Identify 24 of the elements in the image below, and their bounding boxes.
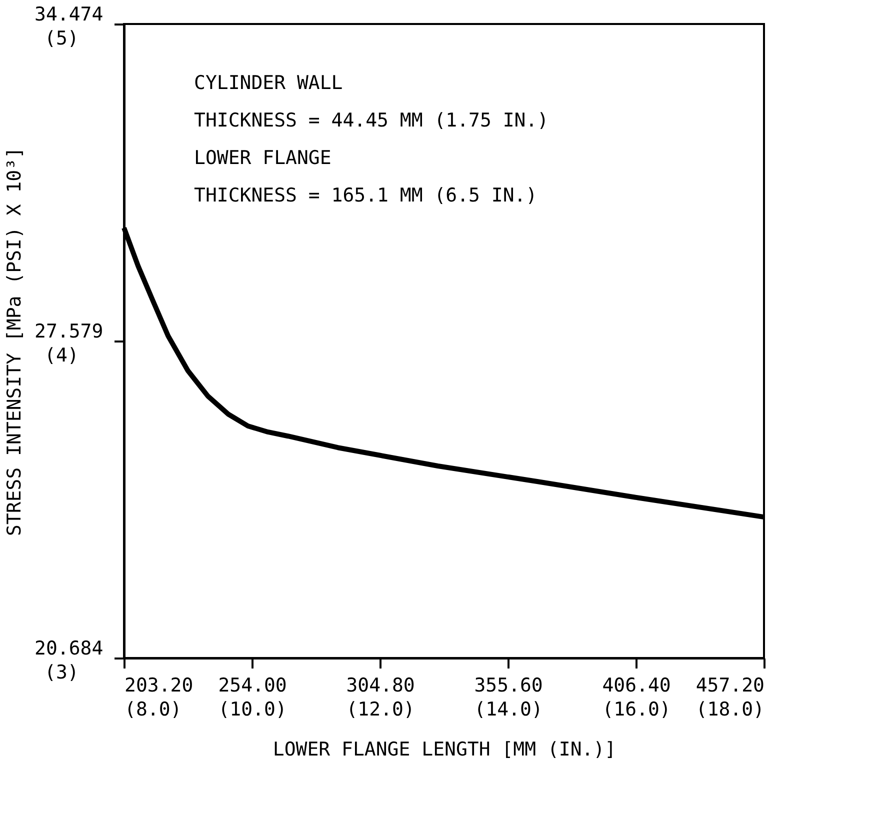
x2-tick-label: (14.0) [474,698,543,720]
y-tick-label: 20.684 [34,638,104,660]
x-tick-label: 254.00 [218,674,287,696]
x-tick-label: 457.20 [696,674,764,696]
x2-tick-label: (18.0) [696,698,764,720]
y2-axis-title: STRESS INTENSITY [MPa (PSI) X 10³] [4,147,26,536]
y2-tick-label: (4) [44,344,79,366]
x-tick-label: 355.60 [474,674,543,696]
y-tick-label: 34.474 [34,4,104,26]
x-tick-label: 304.80 [346,674,415,696]
x2-tick-label: (16.0) [602,698,671,720]
annotation: CYLINDER WALL [194,72,343,94]
x-axis-title: LOWER FLANGE LENGTH [MM (IN.)] [272,738,616,760]
annotation: THICKNESS = 44.45 MM (1.75 IN.) [194,109,549,132]
y2-tick-label: (3) [44,662,79,684]
x2-tick-label: (10.0) [218,698,287,720]
y-tick-label: 27.579 [34,320,104,342]
annotation: LOWER FLANGE [194,146,332,169]
y2-tick-label: (5) [44,28,79,50]
annotation: THICKNESS = 165.1 MM (6.5 IN.) [194,184,538,206]
x-tick-label: 203.20 [124,674,194,696]
x-tick-label: 406.40 [602,674,671,696]
x2-tick-label: (12.0) [346,698,415,720]
x2-tick-label: (8.0) [124,698,182,720]
